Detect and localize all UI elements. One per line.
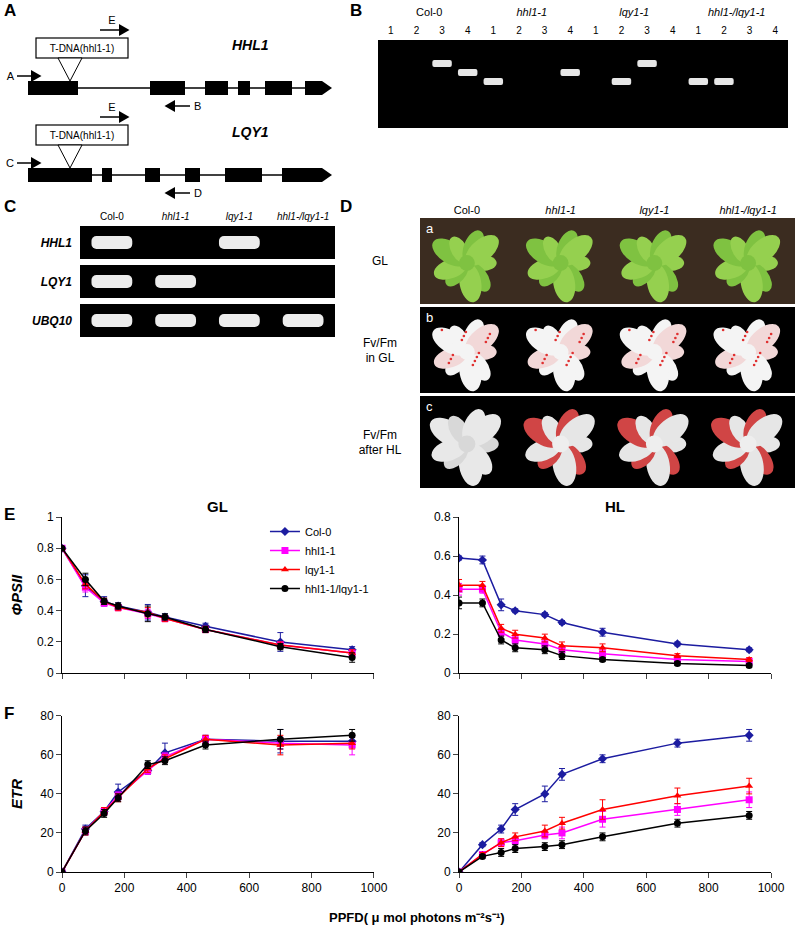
- svg-text:Col-0: Col-0: [454, 204, 480, 216]
- svg-text:1: 1: [593, 25, 599, 36]
- svg-text:1: 1: [47, 510, 54, 524]
- svg-text:200: 200: [114, 881, 134, 895]
- svg-text:0.6: 0.6: [37, 573, 54, 587]
- svg-text:0: 0: [456, 881, 463, 895]
- svg-text:hhl1-/lqy1-1: hhl1-/lqy1-1: [277, 211, 329, 222]
- svg-text:GL: GL: [207, 498, 228, 515]
- svg-text:Fv/Fmin GL: Fv/Fmin GL: [363, 336, 397, 365]
- svg-text:b: b: [426, 310, 433, 325]
- svg-text:hhl1-/lqy1-1: hhl1-/lqy1-1: [708, 6, 765, 18]
- svg-text:LQY1: LQY1: [41, 275, 73, 289]
- svg-text:0.2: 0.2: [434, 627, 451, 641]
- svg-text:Col-0: Col-0: [100, 211, 124, 222]
- svg-text:0.8: 0.8: [37, 541, 54, 555]
- svg-text:B: B: [350, 1, 362, 20]
- svg-text:0: 0: [47, 666, 54, 680]
- svg-text:20: 20: [437, 826, 451, 840]
- svg-text:lqy1-1: lqy1-1: [305, 564, 335, 576]
- svg-text:0: 0: [47, 865, 54, 879]
- svg-text:hhl1-1: hhl1-1: [162, 211, 190, 222]
- svg-text:800: 800: [699, 881, 719, 895]
- svg-text:A: A: [7, 70, 15, 82]
- svg-text:LQY1: LQY1: [232, 124, 269, 140]
- svg-text:0: 0: [444, 666, 451, 680]
- svg-text:0: 0: [444, 865, 451, 879]
- svg-text:GL: GL: [372, 254, 388, 268]
- svg-text:hhl1-1: hhl1-1: [545, 204, 576, 216]
- svg-text:800: 800: [302, 881, 322, 895]
- svg-text:T-DNA(hhl1-1): T-DNA(hhl1-1): [50, 43, 114, 54]
- svg-text:ETR: ETR: [8, 779, 25, 809]
- svg-text:60: 60: [437, 748, 451, 762]
- svg-text:PPFD( μ mol photons m⁻²s⁻¹): PPFD( μ mol photons m⁻²s⁻¹): [329, 910, 505, 925]
- svg-text:0.2: 0.2: [37, 635, 54, 649]
- svg-text:HHL1: HHL1: [41, 236, 73, 250]
- svg-text:Col-0: Col-0: [416, 6, 442, 18]
- svg-text:Col-0: Col-0: [305, 526, 331, 538]
- svg-text:1000: 1000: [758, 881, 785, 895]
- svg-text:0.4: 0.4: [434, 588, 451, 602]
- svg-text:3: 3: [542, 25, 548, 36]
- svg-text:a: a: [426, 221, 434, 236]
- svg-text:200: 200: [511, 881, 531, 895]
- svg-text:0.8: 0.8: [434, 510, 451, 524]
- svg-text:4: 4: [772, 25, 778, 36]
- svg-text:c: c: [426, 399, 433, 414]
- svg-text:3: 3: [439, 25, 445, 36]
- svg-text:400: 400: [574, 881, 594, 895]
- svg-text:Fv/Fmafter HL: Fv/Fmafter HL: [359, 428, 402, 457]
- svg-text:600: 600: [636, 881, 656, 895]
- svg-text:2: 2: [721, 25, 727, 36]
- svg-text:D: D: [194, 187, 202, 199]
- svg-text:60: 60: [40, 748, 54, 762]
- svg-text:0.6: 0.6: [434, 549, 451, 563]
- svg-text:400: 400: [177, 881, 197, 895]
- svg-text:HL: HL: [605, 498, 625, 515]
- svg-text:1000: 1000: [361, 881, 388, 895]
- svg-text:3: 3: [644, 25, 650, 36]
- svg-text:E: E: [108, 101, 115, 113]
- svg-text:hhl1-1: hhl1-1: [516, 6, 547, 18]
- svg-text:E: E: [108, 14, 115, 26]
- svg-text:4: 4: [465, 25, 471, 36]
- svg-text:ΦPSII: ΦPSII: [8, 574, 25, 616]
- svg-text:lqy1-1: lqy1-1: [226, 211, 253, 222]
- svg-text:3: 3: [747, 25, 753, 36]
- svg-text:B: B: [194, 100, 201, 112]
- svg-text:2: 2: [516, 25, 522, 36]
- svg-text:lqy1-1: lqy1-1: [619, 6, 649, 18]
- svg-text:600: 600: [239, 881, 259, 895]
- svg-text:hhl1-/lqy1-1: hhl1-/lqy1-1: [719, 204, 776, 216]
- svg-text:HHL1: HHL1: [232, 37, 269, 53]
- svg-text:40: 40: [40, 787, 54, 801]
- svg-text:20: 20: [40, 826, 54, 840]
- svg-text:0: 0: [59, 881, 66, 895]
- svg-text:C: C: [4, 197, 16, 216]
- svg-text:0.4: 0.4: [37, 604, 54, 618]
- svg-text:80: 80: [40, 709, 54, 723]
- svg-text:2: 2: [414, 25, 420, 36]
- svg-text:T-DNA(hhl1-1): T-DNA(hhl1-1): [50, 130, 114, 141]
- svg-text:4: 4: [567, 25, 573, 36]
- svg-text:lqy1-1: lqy1-1: [639, 204, 669, 216]
- svg-text:D: D: [340, 197, 352, 216]
- svg-text:1: 1: [696, 25, 702, 36]
- svg-text:4: 4: [670, 25, 676, 36]
- svg-text:E: E: [4, 505, 15, 524]
- svg-text:F: F: [4, 704, 14, 723]
- svg-text:1: 1: [388, 25, 394, 36]
- svg-text:A: A: [4, 1, 16, 20]
- svg-text:hhl1-1: hhl1-1: [305, 545, 336, 557]
- svg-text:40: 40: [437, 787, 451, 801]
- svg-text:UBQ10: UBQ10: [32, 314, 72, 328]
- svg-text:80: 80: [437, 709, 451, 723]
- svg-text:hhl1-1/lqy1-1: hhl1-1/lqy1-1: [305, 583, 369, 595]
- svg-text:C: C: [6, 157, 14, 169]
- svg-text:2: 2: [619, 25, 625, 36]
- svg-text:1: 1: [491, 25, 497, 36]
